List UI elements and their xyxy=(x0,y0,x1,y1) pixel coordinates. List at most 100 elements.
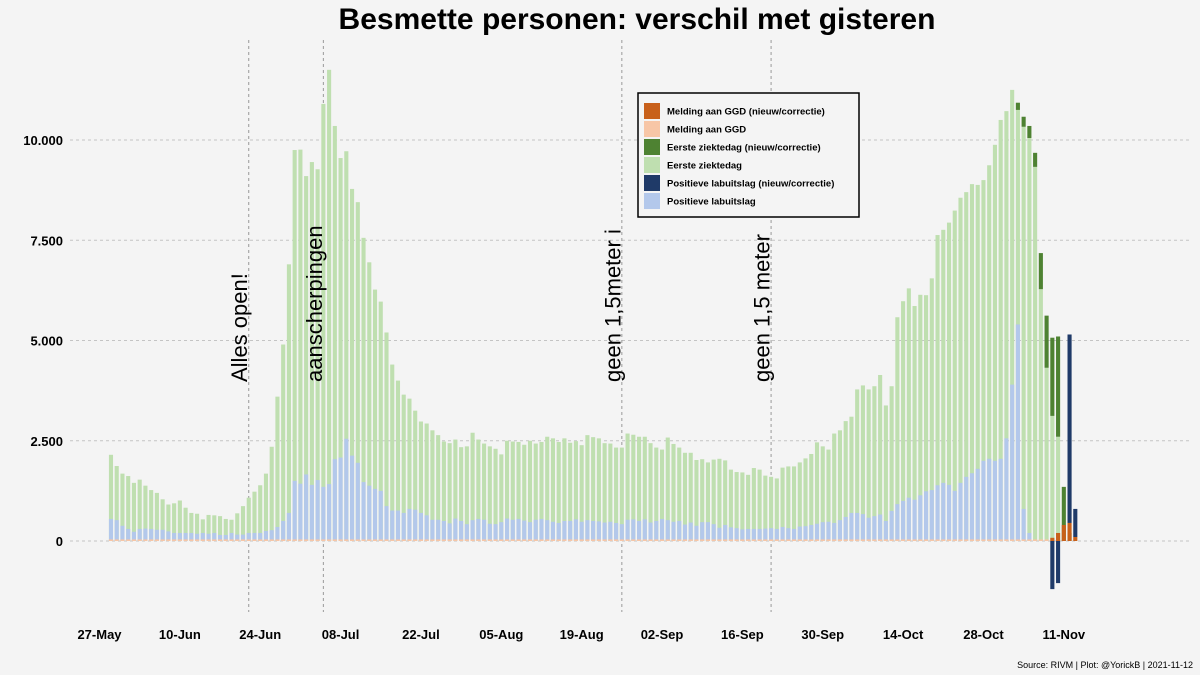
bar-eerste-ziektedag-6 xyxy=(131,482,136,541)
bar-melding-ggd-49 xyxy=(378,539,383,541)
bar-eerste-ziektedag-133 xyxy=(860,385,865,541)
bar-melding-ggd-101 xyxy=(677,539,682,541)
bar-positieve-labuitslag-41 xyxy=(332,459,337,541)
bar-positieve-labuitslag-58 xyxy=(430,519,435,541)
bar-eerste-ziektedag-64 xyxy=(464,446,469,541)
bar-eerste-ziektedag-75 xyxy=(527,440,533,541)
bar-melding-ggd-110 xyxy=(728,539,733,541)
bar-eerste-ziektedag-63 xyxy=(459,447,464,541)
bar-melding-ggd-80 xyxy=(556,539,561,541)
bar-eerste-ziektedag-116 xyxy=(763,475,768,541)
bar-melding-ggd-134 xyxy=(866,539,871,541)
bar-positieve-labuitslag-73 xyxy=(516,518,521,541)
bar-melding-ggd-160 xyxy=(1015,539,1020,541)
bar-melding-ggd-82 xyxy=(568,539,573,541)
bar-positieve-labuitslag-156 xyxy=(992,460,997,541)
bar-melding-ggd-79 xyxy=(550,539,556,541)
bar-melding-ggd-144 xyxy=(924,539,929,541)
bar-positieve-labuitslag-45 xyxy=(355,462,360,541)
bar-positieve-labuitslag-129 xyxy=(837,520,843,541)
bar-positieve-labuitslag-143 xyxy=(918,495,923,541)
bar-melding-ggd-116 xyxy=(763,539,768,541)
bar-melding-ggd-6 xyxy=(131,539,136,541)
bar-positieve-labuitslag-136 xyxy=(878,514,883,541)
bar-melding-ggd-165 xyxy=(1044,539,1049,541)
bar-melding-ggd-71 xyxy=(504,539,510,541)
x-tick-label-8: 16-Sep xyxy=(721,627,764,642)
bar-positieve-labuitslag-30 xyxy=(269,530,274,541)
bar-eerste-ziektedag-48 xyxy=(372,289,378,541)
bar-melding-ggd-18 xyxy=(200,539,205,541)
bar-melding-ggd-3 xyxy=(114,539,119,541)
bar-melding-ggd-75 xyxy=(527,539,533,541)
bar-eerste-ziektedag-100 xyxy=(671,443,676,541)
bar-melding-ggd-78 xyxy=(545,539,550,541)
bar-eerste-ziektedag-74 xyxy=(522,444,527,541)
bar-melding-ggd-7 xyxy=(137,539,142,541)
bar-positieve-labuitslag-56 xyxy=(418,512,423,541)
bar-melding-ggd-60 xyxy=(441,539,446,541)
bar-positieve-labuitslag-46 xyxy=(361,482,366,541)
bar-melding-ggd-140 xyxy=(901,539,906,541)
bar-melding-ggd-125 xyxy=(814,539,820,541)
bar-melding-ggd-43 xyxy=(344,539,349,541)
bar-eerste-ziektedag-46 xyxy=(361,237,366,541)
bar-eerste-ziektedag-41 xyxy=(332,125,337,541)
legend-swatch-melding xyxy=(644,121,660,137)
bar-melding-ggd-130 xyxy=(843,539,848,541)
bar-positieve-labuitslag-11 xyxy=(160,529,165,541)
bar-eerste-ziektedag-49 xyxy=(378,301,383,541)
bar-eerste-ziektedag-120 xyxy=(786,466,791,541)
bar-melding-ggd-151 xyxy=(964,539,969,541)
bar-melding-ggd-44 xyxy=(350,539,355,541)
bar-positieve-labuitslag-109 xyxy=(723,524,728,541)
bar-eerste-ziektedag-114 xyxy=(751,468,756,541)
bar-eerste-ziektedag-69 xyxy=(493,448,498,541)
bar-positieve-labuitslag-75 xyxy=(527,522,533,541)
x-tick-label-10: 14-Oct xyxy=(883,627,924,642)
bar-eerste-ziektedag-132 xyxy=(855,389,860,541)
bar-eerste-ziektedag-29 xyxy=(263,473,269,541)
bar-eerste-ziektedag-153 xyxy=(975,184,980,542)
bar-positieve-labuitslag-64 xyxy=(464,524,469,541)
bar-melding-ggd-25 xyxy=(240,539,246,541)
y-tick-label-4: 10.000 xyxy=(23,133,63,148)
bar-positieve-labuitslag-68 xyxy=(487,523,492,541)
bar-positieve-labuitslag-110 xyxy=(728,527,733,541)
bar-eerste-ziektedag-165 xyxy=(1044,367,1049,541)
bar-melding-ggd-149 xyxy=(952,539,957,541)
bar-melding-ggd-35 xyxy=(298,539,303,541)
bar-melding-ggd-36 xyxy=(304,539,309,541)
bar-positieve-labuitslag-86 xyxy=(591,520,596,541)
x-tick-label-6: 19-Aug xyxy=(560,627,604,642)
bar-melding-ggd-117 xyxy=(769,539,774,541)
bar-melding-ggd-88 xyxy=(602,539,607,541)
bar-melding-ggd-28 xyxy=(258,539,263,541)
bar-melding-ggd-72 xyxy=(510,539,515,541)
bar-melding-ggd-32 xyxy=(281,539,286,541)
bar-eerste-ziektedag-145 xyxy=(929,278,934,541)
bar-positieve-labuitslag-105 xyxy=(700,522,705,541)
bar-melding-ggd-15 xyxy=(183,539,188,541)
bar-eerste-ziektedag-78 xyxy=(545,436,550,541)
bar-positieve-labuitslag-34 xyxy=(292,480,297,541)
bar-eerste-ziektedag-correctie-164 xyxy=(1038,253,1043,290)
bar-positieve-labuitslag-82 xyxy=(568,520,573,541)
bar-melding-ggd-23 xyxy=(229,539,234,541)
bar-eerste-ziektedag-51 xyxy=(390,364,395,541)
bar-eerste-ziektedag-10 xyxy=(154,492,159,541)
bar-melding-ggd-64 xyxy=(464,539,469,541)
bar-positieve-labuitslag-77 xyxy=(539,518,544,541)
bar-melding-ggd-111 xyxy=(734,539,739,541)
bar-positieve-labuitslag-94 xyxy=(637,520,642,541)
bar-positieve-labuitslag-28 xyxy=(258,532,263,541)
bar-eerste-ziektedag-144 xyxy=(924,295,929,541)
bars xyxy=(108,69,1078,590)
bar-positieve-labuitslag-84 xyxy=(579,521,584,541)
bar-positieve-labuitslag-108 xyxy=(717,527,722,541)
bar-eerste-ziektedag-52 xyxy=(395,380,401,541)
bar-positieve-labuitslag-104 xyxy=(694,525,699,541)
bar-melding-ggd-106 xyxy=(705,539,710,541)
bar-positieve-labuitslag-158 xyxy=(1004,438,1009,541)
bar-melding-ggd-123 xyxy=(803,539,808,541)
